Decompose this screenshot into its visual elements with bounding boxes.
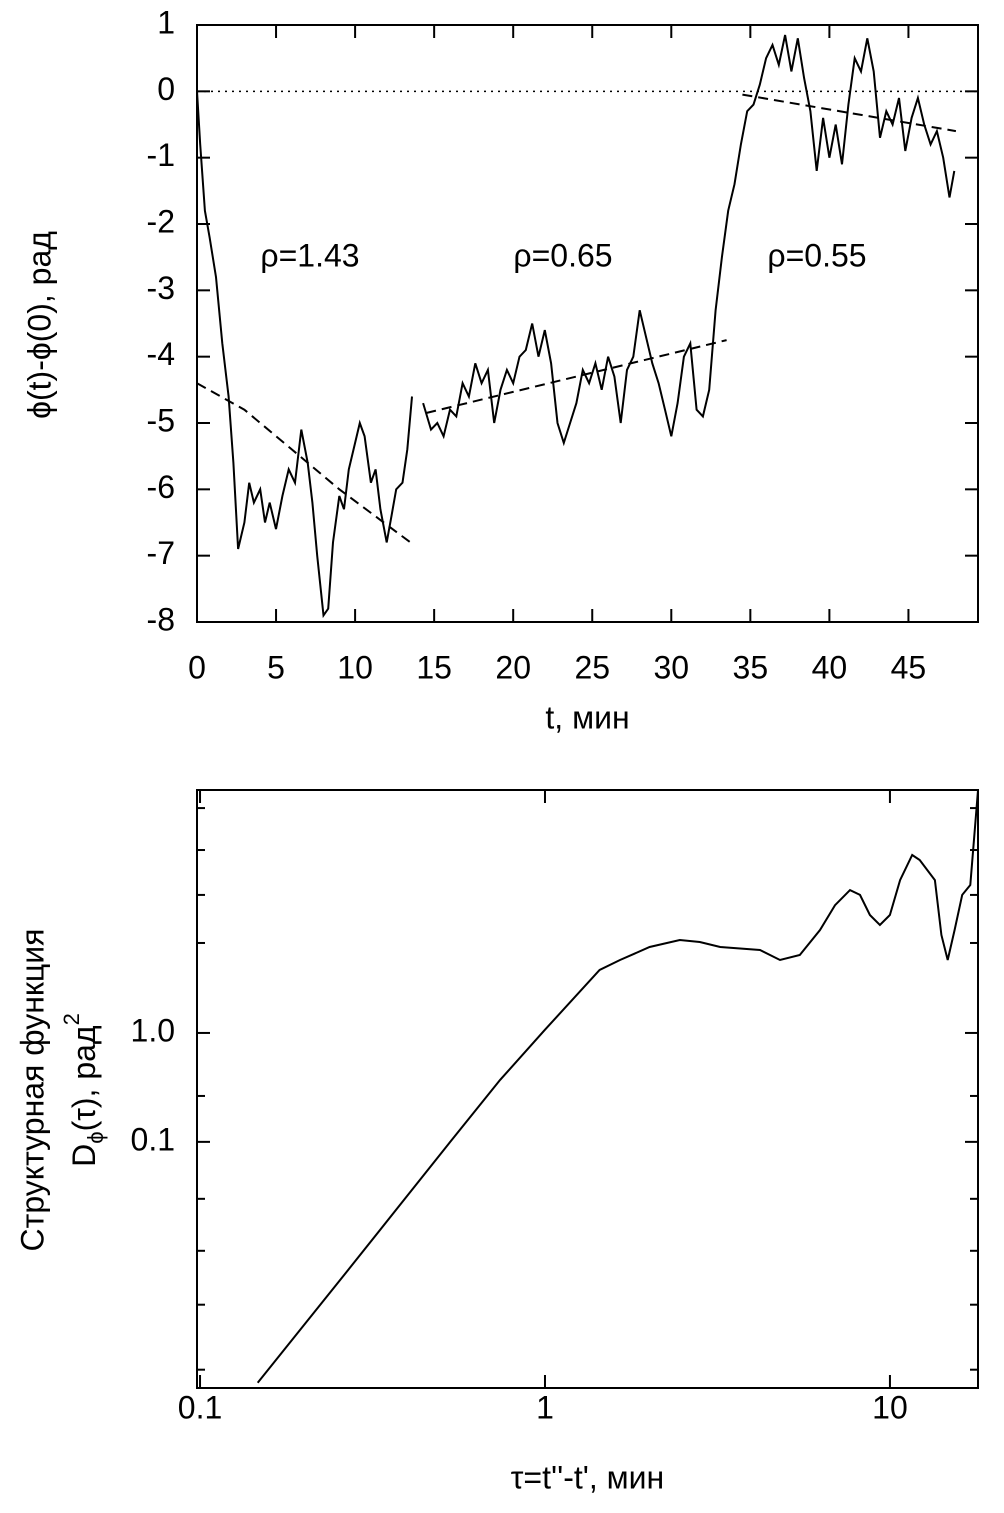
y-tick-label: -4: [147, 336, 175, 372]
series-line: [256, 790, 978, 1384]
annotation: ρ=0.65: [513, 237, 612, 273]
x-axis-label: t, мин: [545, 699, 629, 735]
x-axis-label: τ=t''-t', мин: [511, 1459, 664, 1495]
y-tick-label: 0.1: [131, 1121, 175, 1157]
series-line: [197, 93, 957, 544]
panel: 0 5 10 15 20 25 30 35 40 4510-1-2-3-4-5-6-7-8ρ=1.…: [21, 4, 979, 735]
y-axis-label: ϕ(t)-ϕ(0), рад: [21, 231, 57, 419]
x-tick-label: 1: [536, 1389, 554, 1425]
plot-frame: [196, 24, 979, 623]
y-tick-label: -6: [147, 469, 175, 505]
y-tick-label: -7: [147, 535, 175, 571]
label-superscript: 2: [59, 1013, 84, 1025]
label-part: (τ), рад: [66, 1025, 102, 1131]
y-tick-label: -3: [147, 270, 175, 306]
y-axis-label: Dϕ(τ), рад2: [59, 1013, 108, 1167]
x-tick-label: 20: [495, 649, 531, 685]
x-tick-label: 0: [188, 649, 206, 685]
series-line: [197, 34, 956, 619]
y-tick-label: -2: [147, 203, 175, 239]
label-part: D: [66, 1144, 102, 1167]
plot-frame: [196, 789, 979, 1389]
x-tick-label: 5: [267, 649, 285, 685]
x-tick-label: 35: [733, 649, 769, 685]
x-tick-label: 25: [574, 649, 610, 685]
y-tick-label: 1.0: [131, 1012, 175, 1048]
label-subscript: ϕ: [83, 1131, 108, 1143]
annotation: ρ=1.43: [260, 237, 359, 273]
x-tick-label: 40: [812, 649, 848, 685]
x-tick-label: 15: [416, 649, 452, 685]
y-tick-label: -1: [147, 137, 175, 173]
x-tick-label: 0.1: [178, 1389, 222, 1425]
y-tick-label: -5: [147, 402, 175, 438]
x-tick-label: 30: [653, 649, 689, 685]
y-tick-label: 0: [157, 71, 175, 107]
y-tick-label: 1: [157, 4, 175, 40]
y-axis-label: Структурная функция: [14, 929, 50, 1252]
x-tick-label: 10: [337, 649, 373, 685]
annotation: ρ=0.55: [767, 237, 866, 273]
panel: 0.1 1 10 0.1 1.0 τ=t''-t', мин Структурная фун…: [14, 789, 979, 1495]
y-tick-label: -8: [147, 601, 175, 637]
x-tick-label: 45: [891, 649, 927, 685]
x-tick-label: 10: [872, 1389, 908, 1425]
